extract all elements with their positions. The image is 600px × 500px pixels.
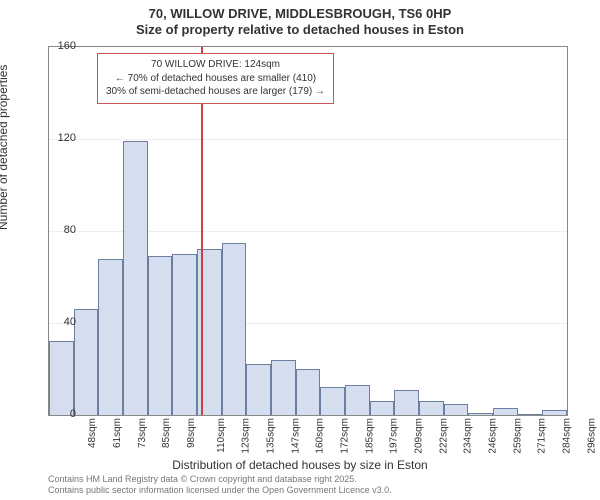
- gridline: [49, 139, 567, 140]
- x-tick-label: 85sqm: [161, 418, 172, 448]
- histogram-bar: [468, 413, 493, 415]
- histogram-bar: [493, 408, 518, 415]
- x-tick-label: 209sqm: [414, 418, 425, 454]
- y-tick-label: 160: [52, 40, 76, 52]
- plot-area: 70 WILLOW DRIVE: 124sqm← 70% of detached…: [48, 46, 568, 416]
- x-tick-label: 271sqm: [537, 418, 548, 454]
- histogram-bar: [246, 364, 271, 415]
- chart-container: 70, WILLOW DRIVE, MIDDLESBROUGH, TS6 0HP…: [0, 0, 600, 500]
- y-tick-label: 80: [52, 224, 76, 236]
- x-tick-label: 98sqm: [186, 418, 197, 448]
- x-tick-label: 73sqm: [137, 418, 148, 448]
- x-tick-label: 110sqm: [216, 418, 227, 453]
- y-axis-label: Number of detached properties: [0, 65, 10, 230]
- histogram-bar: [222, 243, 247, 416]
- title-subtitle: Size of property relative to detached ho…: [0, 22, 600, 38]
- histogram-bar: [296, 369, 321, 415]
- annotation-line: ← 70% of detached houses are smaller (41…: [106, 72, 325, 86]
- x-tick-label: 222sqm: [438, 418, 449, 454]
- credits: Contains HM Land Registry data © Crown c…: [48, 474, 392, 496]
- x-tick-label: 61sqm: [112, 418, 123, 448]
- annotation-line: 30% of semi-detached houses are larger (…: [106, 85, 325, 99]
- y-tick-label: 40: [52, 316, 76, 328]
- histogram-bar: [148, 256, 173, 415]
- histogram-bar: [49, 341, 74, 415]
- x-tick-label: 135sqm: [266, 418, 277, 454]
- y-tick-label: 0: [52, 408, 76, 420]
- x-tick-label: 259sqm: [512, 418, 523, 454]
- histogram-bar: [518, 414, 543, 415]
- x-tick-label: 48sqm: [87, 418, 98, 448]
- x-tick-label: 296sqm: [586, 418, 597, 454]
- x-tick-label: 172sqm: [340, 418, 351, 454]
- histogram-bar: [74, 309, 99, 415]
- histogram-bar: [271, 360, 296, 415]
- histogram-bar: [320, 387, 345, 415]
- annotation-box: 70 WILLOW DRIVE: 124sqm← 70% of detached…: [97, 53, 334, 104]
- x-axis-label: Distribution of detached houses by size …: [0, 458, 600, 472]
- credits-line2: Contains public sector information licen…: [48, 485, 392, 496]
- x-tick-label: 123sqm: [241, 418, 252, 454]
- histogram-bar: [172, 254, 197, 415]
- x-tick-label: 246sqm: [488, 418, 499, 454]
- histogram-bar: [394, 390, 419, 415]
- chart-titles: 70, WILLOW DRIVE, MIDDLESBROUGH, TS6 0HP…: [0, 0, 600, 39]
- title-address: 70, WILLOW DRIVE, MIDDLESBROUGH, TS6 0HP: [0, 6, 600, 22]
- histogram-bar: [542, 410, 567, 415]
- x-tick-label: 234sqm: [463, 418, 474, 454]
- x-tick-label: 185sqm: [364, 418, 375, 454]
- x-tick-label: 147sqm: [290, 418, 301, 454]
- y-tick-label: 120: [52, 132, 76, 144]
- histogram-bar: [419, 401, 444, 415]
- histogram-bar: [98, 259, 123, 415]
- x-tick-label: 197sqm: [389, 418, 400, 454]
- x-tick-label: 160sqm: [315, 418, 326, 454]
- credits-line1: Contains HM Land Registry data © Crown c…: [48, 474, 392, 485]
- histogram-bar: [345, 385, 370, 415]
- histogram-bar: [370, 401, 395, 415]
- histogram-bar: [123, 141, 148, 415]
- histogram-bar: [444, 404, 469, 416]
- x-tick-label: 284sqm: [562, 418, 573, 454]
- annotation-line: 70 WILLOW DRIVE: 124sqm: [106, 58, 325, 72]
